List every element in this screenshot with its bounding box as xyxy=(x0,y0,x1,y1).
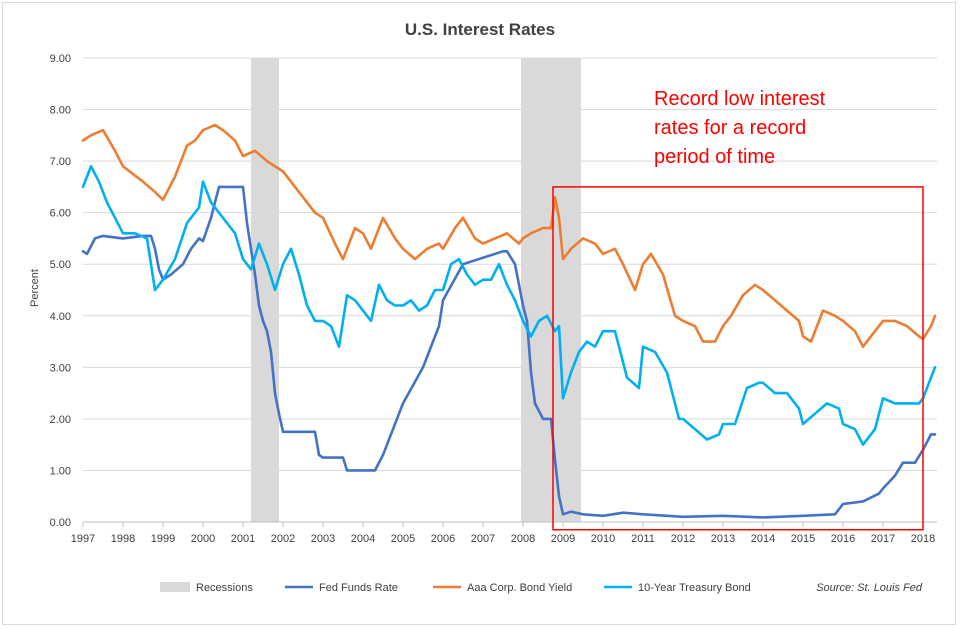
x-tick-label: 2005 xyxy=(391,533,415,545)
x-tick-label: 2008 xyxy=(511,533,535,545)
y-tick-label: 5.00 xyxy=(50,259,71,271)
x-tick-label: 2000 xyxy=(191,533,215,545)
x-tick-label: 2007 xyxy=(471,533,495,545)
legend: Recessions Fed Funds Rate Aaa Corp. Bond Y… xyxy=(160,582,923,594)
x-tick-label: 2004 xyxy=(351,533,375,545)
legend-label-aaa-corp-bond-yield: Aaa Corp. Bond Yield xyxy=(467,582,572,594)
x-tick-label: 1999 xyxy=(151,533,175,545)
y-tick-label: 1.00 xyxy=(50,465,71,477)
chart-title: U.S. Interest Rates xyxy=(405,20,555,39)
x-tick-label: 2001 xyxy=(231,533,255,545)
annotation: Record low interest rates for a record per… xyxy=(552,88,924,531)
annotation-text-line: period of time xyxy=(654,146,775,168)
x-tick-label: 2009 xyxy=(551,533,575,545)
recession-band xyxy=(521,58,581,522)
legend-swatch-recessions xyxy=(160,582,190,592)
x-tick-label: 2003 xyxy=(311,533,335,545)
annotation-text-line: rates for a record xyxy=(654,117,806,139)
annotation-text-line: Record low interest xyxy=(654,88,826,110)
legend-label-recessions: Recessions xyxy=(196,582,253,594)
annotation-box xyxy=(552,186,924,531)
series-lines xyxy=(81,123,937,519)
y-tick-label: 8.00 xyxy=(50,105,71,117)
x-tick-label: 2002 xyxy=(271,533,295,545)
x-tick-label: 2016 xyxy=(831,533,855,545)
x-tick-label: 2014 xyxy=(751,533,775,545)
x-tick-label: 2015 xyxy=(791,533,815,545)
legend-label-10-year-treasury-bond: 10-Year Treasury Bond xyxy=(638,582,751,594)
legend-label-fed-funds-rate: Fed Funds Rate xyxy=(319,582,398,594)
recession-bands xyxy=(251,58,581,522)
x-tick-label: 1998 xyxy=(111,533,135,545)
source-note: Source: St. Louis Fed xyxy=(816,582,923,594)
y-axis-label: Percent xyxy=(29,269,41,307)
x-tick-label: 2012 xyxy=(671,533,695,545)
x-tick-label: 2010 xyxy=(591,533,615,545)
y-tick-label: 6.00 xyxy=(50,208,71,220)
x-tick-label: 2006 xyxy=(431,533,455,545)
x-tick-label: 1997 xyxy=(71,533,95,545)
x-tick-label: 2013 xyxy=(711,533,735,545)
series-line-10-year-treasury-bond xyxy=(81,165,937,447)
y-tick-label: 7.00 xyxy=(50,156,71,168)
series-line-fed-funds-rate xyxy=(81,185,937,519)
x-tick-label: 2018 xyxy=(911,533,935,545)
x-tick-label: 2017 xyxy=(871,533,895,545)
y-tick-label: 3.00 xyxy=(50,362,71,374)
y-tick-label: 4.00 xyxy=(50,311,71,323)
series-line-aaa-corp-bond-yield xyxy=(81,123,937,349)
axes: 0.00 1.00 2.00 3.00 4.00 5.00 6.00 7.00 8.00 9.00… xyxy=(50,53,937,545)
x-tick-label: 2011 xyxy=(631,533,655,545)
y-tick-label: 9.00 xyxy=(50,53,71,65)
y-tick-label: 0.00 xyxy=(50,517,71,529)
y-tick-label: 2.00 xyxy=(50,414,71,426)
